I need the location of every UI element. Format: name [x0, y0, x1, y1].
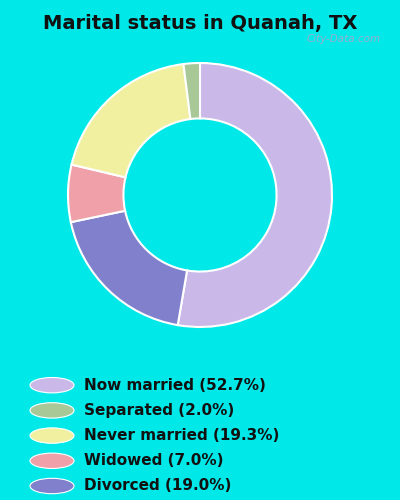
- Text: Widowed (7.0%): Widowed (7.0%): [84, 454, 224, 468]
- Circle shape: [30, 402, 74, 418]
- Circle shape: [30, 453, 74, 468]
- Text: Marital status in Quanah, TX: Marital status in Quanah, TX: [43, 14, 357, 33]
- Text: City-Data.com: City-Data.com: [306, 34, 380, 44]
- Wedge shape: [72, 64, 190, 178]
- Text: Now married (52.7%): Now married (52.7%): [84, 378, 266, 392]
- Wedge shape: [71, 211, 187, 325]
- Text: Never married (19.3%): Never married (19.3%): [84, 428, 279, 443]
- Text: Separated (2.0%): Separated (2.0%): [84, 403, 234, 418]
- Wedge shape: [184, 63, 200, 119]
- Circle shape: [30, 478, 74, 494]
- Text: Divorced (19.0%): Divorced (19.0%): [84, 478, 231, 494]
- Circle shape: [30, 428, 74, 444]
- Wedge shape: [68, 164, 126, 222]
- Wedge shape: [178, 63, 332, 327]
- Circle shape: [30, 378, 74, 393]
